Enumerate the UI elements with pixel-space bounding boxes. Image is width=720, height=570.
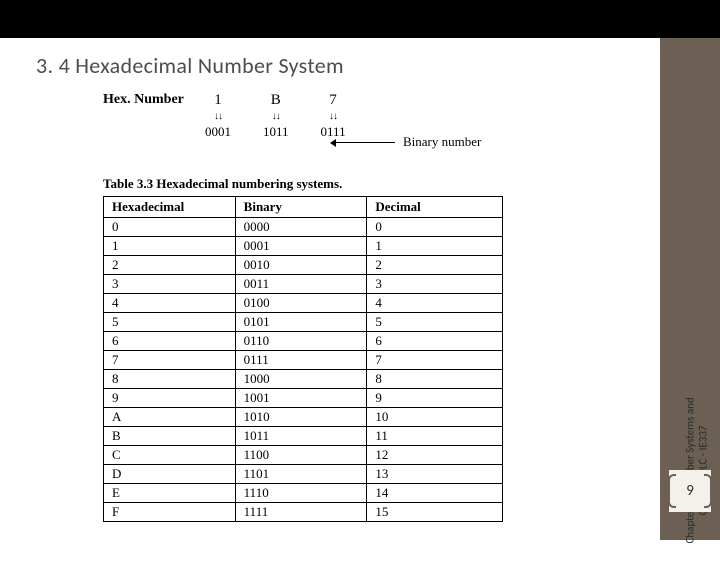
table-cell: 1011: [235, 427, 367, 446]
binary-number-arrow: Binary number: [335, 134, 481, 150]
table-row: 000000: [104, 218, 503, 237]
hex-digit-col-0: 1 ↓↓ 0001: [205, 92, 231, 140]
table-row: D110113: [104, 465, 503, 484]
table-cell: 13: [367, 465, 503, 484]
table-cell: 7: [104, 351, 236, 370]
table-cell: 1101: [235, 465, 367, 484]
table-row: E111014: [104, 484, 503, 503]
binary-number-label: Binary number: [403, 134, 481, 150]
table-cell: C: [104, 446, 236, 465]
table-cell: 6: [367, 332, 503, 351]
table-cell: 9: [367, 389, 503, 408]
arrow-left-icon: [335, 142, 395, 143]
table-cell: 0111: [235, 351, 367, 370]
table-cell: 12: [367, 446, 503, 465]
table-cell: 1010: [235, 408, 367, 427]
hex-digit: 1: [214, 92, 222, 109]
down-arrow-icon: ↓↓: [214, 111, 222, 122]
table-header-row: Hexadecimal Binary Decimal: [104, 197, 503, 218]
binary-group: 1011: [263, 124, 289, 140]
table-row: 401004: [104, 294, 503, 313]
table-cell: 1: [104, 237, 236, 256]
slide-title: 3. 4 Hexadecimal Number System: [36, 52, 344, 79]
table-cell: 0010: [235, 256, 367, 275]
table-cell: 1111: [235, 503, 367, 522]
table-cell: 1001: [235, 389, 367, 408]
table-cell: 9: [104, 389, 236, 408]
table-row: 100011: [104, 237, 503, 256]
hex-number-label: Hex. Number: [103, 92, 184, 108]
table-row: B101111: [104, 427, 503, 446]
table-cell: 4: [104, 294, 236, 313]
table-row: F111115: [104, 503, 503, 522]
table-cell: 1: [367, 237, 503, 256]
table-cell: 1000: [235, 370, 367, 389]
hex-digits-row: 1 ↓↓ 0001 B ↓↓ 1011 7 ↓↓ 0111: [205, 92, 346, 140]
table-cell: 0100: [235, 294, 367, 313]
table-cell: 3: [104, 275, 236, 294]
table-cell: 11: [367, 427, 503, 446]
table-row: A101010: [104, 408, 503, 427]
table-row: 810008: [104, 370, 503, 389]
page-number-badge: 9: [669, 470, 711, 512]
table-caption: Table 3.3 Hexadecimal numbering systems.: [103, 176, 555, 192]
table-cell: 7: [367, 351, 503, 370]
page-number: 9: [686, 482, 694, 500]
table-row: 501015: [104, 313, 503, 332]
table-cell: E: [104, 484, 236, 503]
table-row: 601106: [104, 332, 503, 351]
table-cell: 1100: [235, 446, 367, 465]
table-cell: 4: [367, 294, 503, 313]
table-cell: 6: [104, 332, 236, 351]
table-cell: 0110: [235, 332, 367, 351]
hex-example: Hex. Number 1 ↓↓ 0001 B ↓↓ 1011 7 ↓↓ 011…: [95, 92, 555, 172]
table-cell: 0101: [235, 313, 367, 332]
table-cell: 3: [367, 275, 503, 294]
col-header-decimal: Decimal: [367, 197, 503, 218]
table-cell: 2: [367, 256, 503, 275]
binary-group: 0001: [205, 124, 231, 140]
table-cell: 5: [367, 313, 503, 332]
table-cell: 5: [104, 313, 236, 332]
hex-digit-col-2: 7 ↓↓ 0111: [321, 92, 346, 140]
table-cell: 0: [104, 218, 236, 237]
table-cell: 8: [104, 370, 236, 389]
table-cell: D: [104, 465, 236, 484]
table-cell: 10: [367, 408, 503, 427]
table-cell: 0011: [235, 275, 367, 294]
table-row: 300113: [104, 275, 503, 294]
hex-digit: 7: [329, 92, 337, 109]
hex-digit-col-1: B ↓↓ 1011: [263, 92, 289, 140]
table-cell: 0: [367, 218, 503, 237]
down-arrow-icon: ↓↓: [272, 111, 280, 122]
table-row: C110012: [104, 446, 503, 465]
table-cell: 0000: [235, 218, 367, 237]
hex-conversion-table: Hexadecimal Binary Decimal 0000001000112…: [103, 196, 503, 522]
table-cell: A: [104, 408, 236, 427]
col-header-hex: Hexadecimal: [104, 197, 236, 218]
table-row: 200102: [104, 256, 503, 275]
table-cell: F: [104, 503, 236, 522]
hex-digit: B: [271, 92, 281, 109]
table-row: 701117: [104, 351, 503, 370]
table-cell: 8: [367, 370, 503, 389]
table-cell: 1110: [235, 484, 367, 503]
table-cell: 2: [104, 256, 236, 275]
col-header-binary: Binary: [235, 197, 367, 218]
table-cell: 0001: [235, 237, 367, 256]
table-cell: B: [104, 427, 236, 446]
content-area: Hex. Number 1 ↓↓ 0001 B ↓↓ 1011 7 ↓↓ 011…: [95, 92, 555, 522]
top-bar: [0, 0, 720, 38]
table-cell: 15: [367, 503, 503, 522]
table-cell: 14: [367, 484, 503, 503]
table-row: 910019: [104, 389, 503, 408]
down-arrow-icon: ↓↓: [329, 111, 337, 122]
